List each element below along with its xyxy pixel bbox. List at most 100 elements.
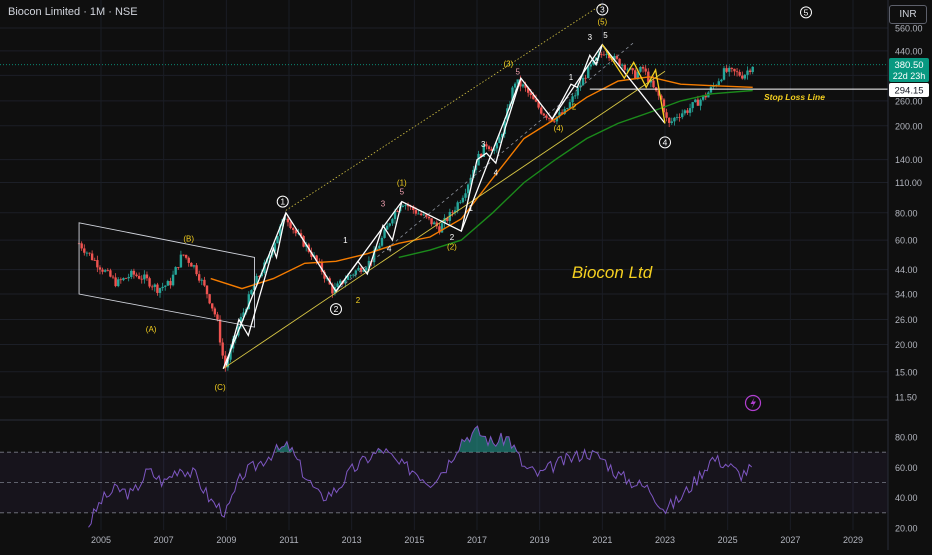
minor-wave-1: 1	[343, 236, 348, 245]
candle-body	[746, 70, 749, 75]
candle-body	[560, 112, 564, 114]
price-tick-label: 15.00	[895, 367, 918, 377]
time-tick-label: 2017	[467, 535, 487, 545]
candle-body	[498, 137, 501, 144]
candle-body	[636, 71, 640, 79]
minor-wave-2: 2	[356, 296, 361, 305]
price-tick-label: 44.00	[895, 265, 918, 275]
ema-slow-line	[398, 89, 753, 259]
candle-body	[221, 342, 224, 356]
candle-body	[391, 219, 394, 224]
candle-body	[158, 288, 162, 293]
symbol-title[interactable]: Biocon Limited · 1M · NSE	[8, 6, 138, 18]
candle-body	[751, 66, 754, 72]
candle-body	[393, 211, 397, 220]
price-tick-label: 11.50	[895, 393, 917, 403]
candle-body	[665, 112, 668, 118]
candle-body	[258, 275, 261, 277]
candle-body	[670, 121, 673, 123]
lightning-icon[interactable]	[744, 394, 762, 412]
primary-wave-1-ring	[276, 195, 289, 208]
candle-body	[117, 279, 120, 287]
candle-body	[529, 92, 532, 95]
candle-body	[127, 276, 130, 279]
stop-loss-badge	[889, 83, 929, 97]
candle-body	[694, 99, 697, 103]
candle-body	[547, 117, 551, 119]
candle-body	[662, 99, 666, 113]
candle-body	[250, 290, 253, 295]
rsi-tick-label: 60.00	[895, 463, 918, 473]
candle-body	[594, 57, 598, 60]
candle-body	[284, 218, 287, 220]
candle-body	[589, 64, 593, 67]
candle-body	[208, 294, 211, 304]
time-tick-label: 2005	[91, 535, 111, 545]
candle-body	[566, 108, 569, 110]
candle-body	[683, 110, 687, 114]
primary-wave-1: 1	[280, 197, 285, 207]
candle-body	[717, 81, 720, 86]
candle-body	[80, 243, 83, 249]
candle-body	[644, 68, 647, 72]
candle-body	[132, 270, 136, 275]
candle-body	[247, 294, 250, 310]
candle-body	[555, 116, 559, 122]
candle-body	[336, 283, 339, 288]
candle-body	[649, 80, 653, 83]
candle-body	[143, 274, 146, 280]
candle-body	[479, 153, 483, 157]
candle-body	[584, 77, 587, 79]
candle-body	[581, 77, 585, 86]
candle-body	[688, 108, 692, 113]
time-tick-label: 2013	[342, 535, 362, 545]
candle-body	[456, 202, 459, 211]
price-tick-label: 80.00	[895, 208, 918, 218]
candle-body	[699, 99, 702, 106]
candle-body	[161, 286, 164, 289]
rsi-overbought-fill	[459, 426, 517, 453]
time-tick-label: 2021	[592, 535, 612, 545]
candle-body	[417, 213, 420, 215]
currency-button[interactable]: INR	[889, 5, 927, 24]
candle-body	[722, 68, 726, 80]
w5-sub-2: 2	[572, 103, 577, 112]
w5-sub-4: 4	[594, 57, 599, 66]
price-tick-label: 20.00	[895, 340, 918, 350]
candle-body	[631, 68, 634, 71]
candle-body	[396, 211, 399, 212]
candle-body	[495, 143, 499, 149]
rsi-tick-label: 40.00	[895, 493, 918, 503]
candle-body	[135, 274, 138, 276]
candle-body	[464, 193, 467, 198]
candle-body	[438, 226, 441, 233]
time-tick-label: 2015	[404, 535, 424, 545]
candle-body	[678, 117, 681, 118]
primary-wave-5: 5	[804, 7, 809, 17]
candle-body	[545, 115, 548, 118]
candle-body	[242, 312, 245, 317]
price-tick-label: 440.00	[895, 46, 923, 56]
candle-body	[563, 109, 566, 114]
candle-body	[553, 121, 556, 123]
candle-body	[425, 214, 428, 217]
candle-body	[513, 83, 517, 88]
candle-body	[469, 177, 472, 185]
candle-body	[216, 314, 219, 320]
candle-body	[587, 66, 590, 79]
candle-body	[639, 66, 642, 72]
price-tick-label: 110.00	[895, 178, 922, 188]
price-tick-label: 560.00	[895, 24, 923, 34]
candle-body	[673, 117, 676, 122]
candle-body	[605, 54, 608, 56]
candle-body	[704, 95, 707, 98]
candle-body	[615, 56, 619, 59]
candle-body	[600, 54, 603, 56]
candle-body	[461, 197, 465, 203]
candle-body	[412, 206, 415, 211]
candle-body	[686, 110, 689, 113]
candle-body	[166, 281, 170, 286]
wave1-sub-path	[225, 212, 287, 366]
